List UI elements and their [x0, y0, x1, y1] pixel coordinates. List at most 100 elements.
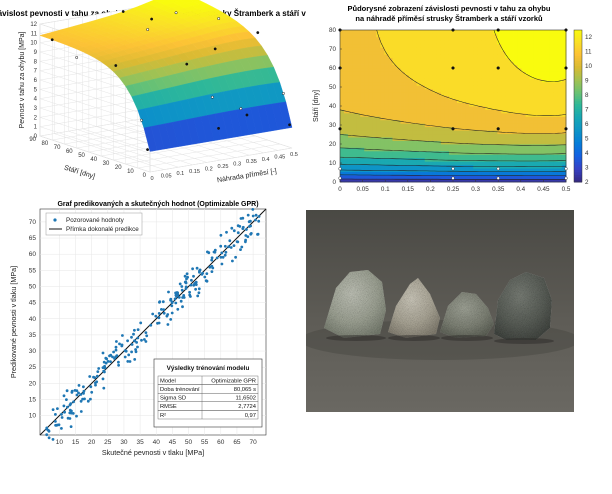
contour-cell [445, 40, 449, 44]
results-table-value: 80,065 s [234, 387, 256, 393]
results-table-key: Model [160, 378, 176, 384]
contour-cell [510, 141, 514, 145]
x-tick-label: 0.35 [492, 186, 505, 193]
contour-cell [425, 33, 429, 37]
contour-cell [497, 71, 501, 75]
contour-cell [485, 120, 489, 124]
contour-cell [550, 37, 554, 41]
contour-cell [364, 89, 368, 93]
contour-cell [417, 147, 421, 151]
contour-cell [413, 109, 417, 113]
contour-cell [445, 44, 449, 48]
contour-cell [558, 172, 562, 176]
contour-cell [485, 75, 489, 79]
contour-cell [481, 78, 485, 82]
y-tick-label: 40 [329, 103, 337, 110]
contour-cell [372, 61, 376, 65]
contour-cell [441, 58, 445, 62]
contour-cell [481, 116, 485, 120]
contour-cell [356, 82, 360, 86]
sample-point [565, 127, 568, 130]
contour-cell [356, 44, 360, 48]
contour-cell [477, 78, 481, 82]
contour-cell [397, 71, 401, 75]
contour-cell [433, 109, 437, 113]
contour-cell [364, 127, 368, 131]
x-tick-label: 0.3 [233, 162, 241, 168]
contour-cell [457, 154, 461, 158]
contour-cell [518, 127, 522, 131]
contour-cell [522, 137, 526, 141]
contour-cell [360, 71, 364, 75]
contour-cell [505, 96, 509, 100]
contour-cell [505, 33, 509, 37]
contour-cell [493, 85, 497, 89]
contour-cell [421, 106, 425, 110]
contour-cell [368, 78, 372, 82]
contour-cell [380, 141, 384, 145]
contour-cell [505, 99, 509, 103]
contour-cell [510, 85, 514, 89]
observed-point [54, 420, 57, 423]
contour-cell [518, 96, 522, 100]
observed-point [146, 28, 148, 30]
contour-cell [376, 44, 380, 48]
contour-cell [518, 141, 522, 145]
scatter-chart: Graf predikovaných a skutečných hodnot (… [0, 195, 306, 489]
contour-cell [554, 109, 558, 113]
contour-cell [392, 172, 396, 176]
contour-cell [477, 71, 481, 75]
contour-cell [457, 130, 461, 134]
contour-cell [429, 75, 433, 79]
observed-point [201, 273, 204, 276]
sample-point [565, 167, 568, 170]
contour-cell [409, 123, 413, 127]
contour-cell [550, 116, 554, 120]
observed-point [122, 10, 124, 12]
contour-cell [445, 47, 449, 51]
contour-cell [344, 127, 348, 131]
contour-cell [441, 109, 445, 113]
contour-cell [392, 71, 396, 75]
sample-point [497, 177, 500, 180]
contour-cell [469, 47, 473, 51]
contour-cell [481, 85, 485, 89]
contour-cell [417, 65, 421, 69]
contour-cell [497, 103, 501, 107]
contour-cell [441, 106, 445, 110]
contour-cell [340, 106, 344, 110]
contour-cell [376, 99, 380, 103]
contour-cell [461, 123, 465, 127]
contour-cell [514, 40, 518, 44]
contour-cell [501, 154, 505, 158]
contour-cell [409, 65, 413, 69]
contour-cell [469, 44, 473, 48]
observed-point [211, 96, 213, 98]
contour-cell [437, 137, 441, 141]
contour-cell [518, 75, 522, 79]
observed-point [163, 312, 166, 315]
contour-cell [534, 47, 538, 51]
observed-point [220, 252, 223, 255]
contour-cell [493, 78, 497, 82]
contour-cell [497, 161, 501, 165]
contour-cell [457, 106, 461, 110]
contour-cell [421, 58, 425, 62]
contour-cell [530, 85, 534, 89]
observed-point [208, 266, 211, 269]
contour-cell [340, 130, 344, 134]
contour-cell [384, 154, 388, 158]
contour-cell [429, 30, 433, 34]
contour-cell [421, 165, 425, 169]
contour-cell [380, 89, 384, 93]
contour-cell [392, 103, 396, 107]
contour-cell [554, 40, 558, 44]
contour-cell [526, 92, 530, 96]
contour-cell [522, 40, 526, 44]
contour-cell [542, 33, 546, 37]
contour-cell [433, 161, 437, 165]
z-tick-label: 2 [34, 115, 38, 121]
colorbar-tick-label: 2 [585, 179, 589, 186]
contour-cell [473, 30, 477, 34]
contour-cell [453, 134, 457, 138]
